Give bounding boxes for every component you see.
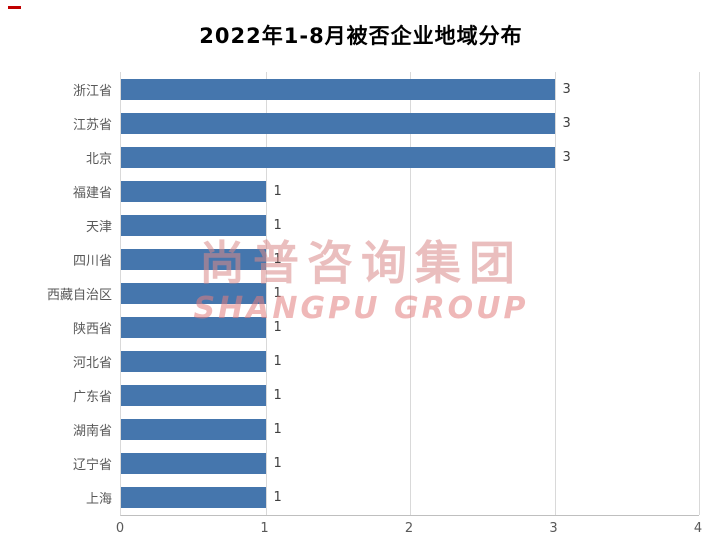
category-label: 辽宁省 xyxy=(72,458,112,474)
data-label: 1 xyxy=(273,183,282,199)
bar-row: 1 xyxy=(121,208,699,242)
data-label: 1 xyxy=(273,286,282,301)
data-label: 1 xyxy=(273,388,282,404)
gridline xyxy=(554,72,556,515)
bar-row: 1 xyxy=(121,413,699,447)
y-axis-labels: 浙江省江苏省北京福建省天津四川省西藏自治区陕西省河北省广东省湖南省辽宁省上海 xyxy=(0,72,112,515)
bar-row: 1 xyxy=(121,276,699,310)
gridline xyxy=(265,72,267,515)
category-label: 浙江省 xyxy=(72,83,112,99)
x-tick-label: 0 xyxy=(115,521,125,536)
data-label: 3 xyxy=(562,81,571,97)
data-label: 1 xyxy=(273,320,282,336)
data-label: 1 xyxy=(273,354,282,370)
category-label: 湖南省 xyxy=(72,424,112,440)
data-label: 1 xyxy=(273,422,282,438)
x-tick-label: 2 xyxy=(404,521,414,536)
category-label: 北京 xyxy=(85,151,112,167)
bar[interactable] xyxy=(121,351,266,373)
bar[interactable] xyxy=(121,487,266,509)
bar-rows: 3 3 3 1 1 1 1 1 1 1 1 1 1 xyxy=(121,72,699,515)
bar[interactable] xyxy=(121,112,555,134)
bar[interactable] xyxy=(121,146,555,168)
data-label: 1 xyxy=(273,251,282,267)
x-tick-label: 4 xyxy=(693,521,703,536)
plot-area: 3 3 3 1 1 1 1 1 1 1 1 1 1 xyxy=(120,72,700,516)
category-label: 天津 xyxy=(85,219,112,235)
x-axis-labels: 0 1 2 3 4 xyxy=(116,521,702,539)
bar[interactable] xyxy=(121,180,266,202)
bar-row: 1 xyxy=(121,379,699,413)
gridline xyxy=(699,72,700,515)
bar-row: 1 xyxy=(121,481,699,515)
category-label: 西藏自治区 xyxy=(46,288,112,303)
bar-row: 3 xyxy=(121,72,699,106)
bar[interactable] xyxy=(121,78,555,100)
category-label: 河北省 xyxy=(72,356,112,372)
data-label: 3 xyxy=(562,149,571,165)
bar[interactable] xyxy=(121,385,266,407)
bar[interactable] xyxy=(121,453,266,475)
bar-row: 3 xyxy=(121,140,699,174)
bar-row: 3 xyxy=(121,106,699,140)
x-tick-label: 1 xyxy=(260,521,269,536)
bar-row: 1 xyxy=(121,447,699,481)
category-label: 福建省 xyxy=(72,185,112,201)
category-label: 广东省 xyxy=(72,390,112,406)
category-label: 江苏省 xyxy=(72,117,112,133)
category-label: 四川省 xyxy=(72,253,112,269)
data-label: 3 xyxy=(562,115,571,131)
bar[interactable] xyxy=(121,419,266,441)
gridline xyxy=(410,72,411,515)
category-label: 陕西省 xyxy=(72,322,112,338)
bar-row: 1 xyxy=(121,311,699,345)
data-label: 1 xyxy=(273,456,282,472)
bar-row: 1 xyxy=(121,345,699,379)
bar[interactable] xyxy=(121,248,266,270)
bar-row: 1 xyxy=(121,242,699,276)
corner-mark xyxy=(8,6,21,9)
data-label: 1 xyxy=(273,490,282,506)
bar[interactable] xyxy=(121,317,266,339)
bar[interactable] xyxy=(121,214,266,236)
bar[interactable] xyxy=(121,283,266,304)
x-tick-label: 3 xyxy=(549,521,558,536)
chart-title: 2022年1-8月被否企业地域分布 xyxy=(199,24,523,48)
category-label: 上海 xyxy=(85,492,112,508)
bar-row: 1 xyxy=(121,174,699,208)
data-label: 1 xyxy=(273,217,282,233)
